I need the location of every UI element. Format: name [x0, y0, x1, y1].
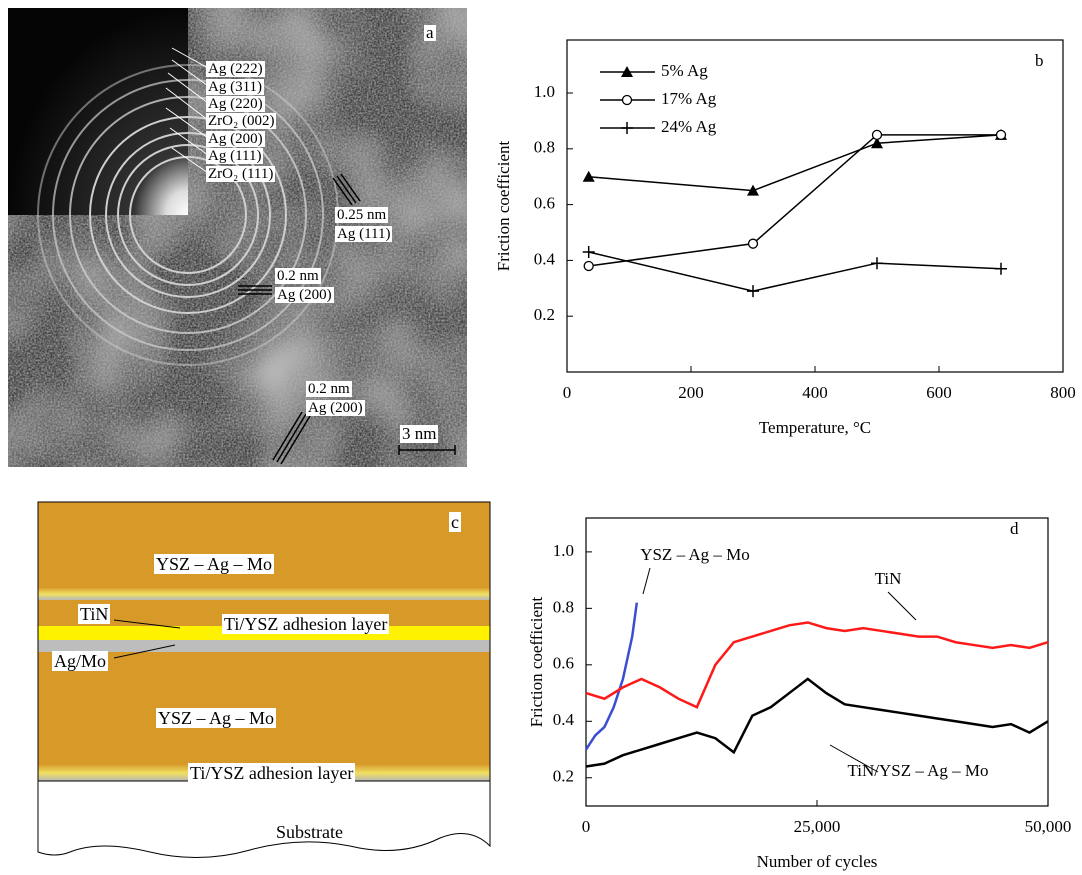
x-axis-label: Temperature, °C	[759, 418, 871, 437]
fringe-plane: Ag (200)	[275, 287, 334, 303]
marker	[747, 238, 759, 249]
legend-marker	[621, 122, 633, 134]
y-axis-label: Friction coefficient	[527, 597, 546, 728]
fringe-spacing: 0.2 nm	[275, 268, 321, 284]
marker	[747, 184, 759, 196]
series-line	[584, 602, 639, 751]
plot-frame	[566, 39, 1064, 373]
x-tick-label: 25,000	[794, 817, 841, 836]
layer-label: TiN	[78, 604, 111, 624]
legend-label: 24% Ag	[661, 117, 717, 136]
y-tick-label: 1.0	[534, 82, 555, 101]
x-axis-label: Number of cycles	[757, 852, 878, 871]
series-annotation: TiN	[875, 569, 902, 588]
y-tick-label: 0.6	[553, 654, 574, 673]
x-tick-label: 600	[926, 383, 952, 402]
panel-label: d	[1010, 519, 1019, 538]
annotation-leader	[887, 591, 917, 621]
series-line	[588, 251, 1002, 292]
legend-label: 17% Ag	[661, 89, 717, 108]
series-line	[588, 134, 1002, 192]
fringe-spacing: 0.2 nm	[306, 381, 352, 397]
x-tick-label: 400	[802, 383, 828, 402]
ring-label: Ag (311)	[206, 79, 265, 95]
y-tick-label: 0.6	[534, 194, 555, 213]
y-tick-label: 0.8	[553, 597, 574, 616]
series-line	[585, 621, 1049, 709]
ring-label: ZrO₂ (111)	[206, 166, 276, 182]
marker	[871, 137, 883, 149]
marker	[582, 170, 595, 182]
marker	[995, 262, 1007, 275]
ring-label: ZrO₂ (002)	[206, 113, 277, 129]
charts: 0.2 0.4 0.6 0.8 1.0 0 200 400 600 800 Temperature,…	[494, 39, 1076, 871]
ring-label: Ag (220)	[206, 96, 265, 112]
x-tick-label: 0	[563, 383, 572, 402]
panel-label: a	[424, 23, 436, 42]
layer-label: YSZ – Ag – Mo	[154, 554, 275, 574]
layer-label: Ag/Mo	[52, 651, 109, 671]
annotation-leader	[829, 744, 879, 773]
marker	[871, 257, 883, 270]
marker	[995, 129, 1007, 141]
marker	[583, 260, 594, 272]
layer-label: Ti/YSZ adhesion layer	[222, 614, 390, 634]
y-tick-label: 0.2	[553, 767, 574, 786]
legend-marker	[621, 94, 633, 106]
panel-label: c	[449, 512, 461, 532]
ring-label: Ag (200)	[206, 131, 265, 147]
layer-label: Substrate	[276, 822, 343, 842]
series-line	[588, 134, 1001, 267]
ring-label: Ag (111)	[206, 148, 264, 164]
marker	[871, 129, 883, 141]
x-tick-label: 800	[1050, 383, 1076, 402]
series-line	[585, 677, 1049, 768]
fringe-spacing: 0.25 nm	[335, 207, 389, 223]
scale-bar-label: 3 nm	[400, 424, 439, 443]
legend-label: 5% Ag	[661, 61, 708, 80]
y-tick-label: 0.4	[534, 249, 556, 268]
x-tick-label: 0	[582, 817, 591, 836]
series-annotation: TiN/YSZ – Ag – Mo	[847, 761, 988, 780]
marker	[747, 285, 759, 298]
marker	[582, 246, 595, 259]
fringe-plane: Ag (200)	[306, 400, 365, 416]
x-tick-label: 50,000	[1025, 817, 1072, 836]
fringe-plane: Ag (111)	[335, 226, 393, 242]
annotation-leader	[642, 567, 651, 595]
layer-label: YSZ – Ag – Mo	[156, 708, 277, 728]
x-tick-label: 200	[678, 383, 704, 402]
ring-label: Ag (222)	[206, 61, 265, 77]
y-tick-label: 0.4	[553, 710, 575, 729]
series-annotation: YSZ – Ag – Mo	[640, 545, 750, 564]
y-tick-label: 1.0	[553, 541, 574, 560]
panel-label: b	[1035, 51, 1044, 70]
legend-marker	[621, 66, 633, 77]
y-tick-label: 0.2	[534, 305, 555, 324]
layer-label: Ti/YSZ adhesion layer	[188, 763, 356, 783]
y-tick-label: 0.8	[534, 138, 555, 157]
y-axis-label: Friction coefficient	[494, 141, 513, 272]
